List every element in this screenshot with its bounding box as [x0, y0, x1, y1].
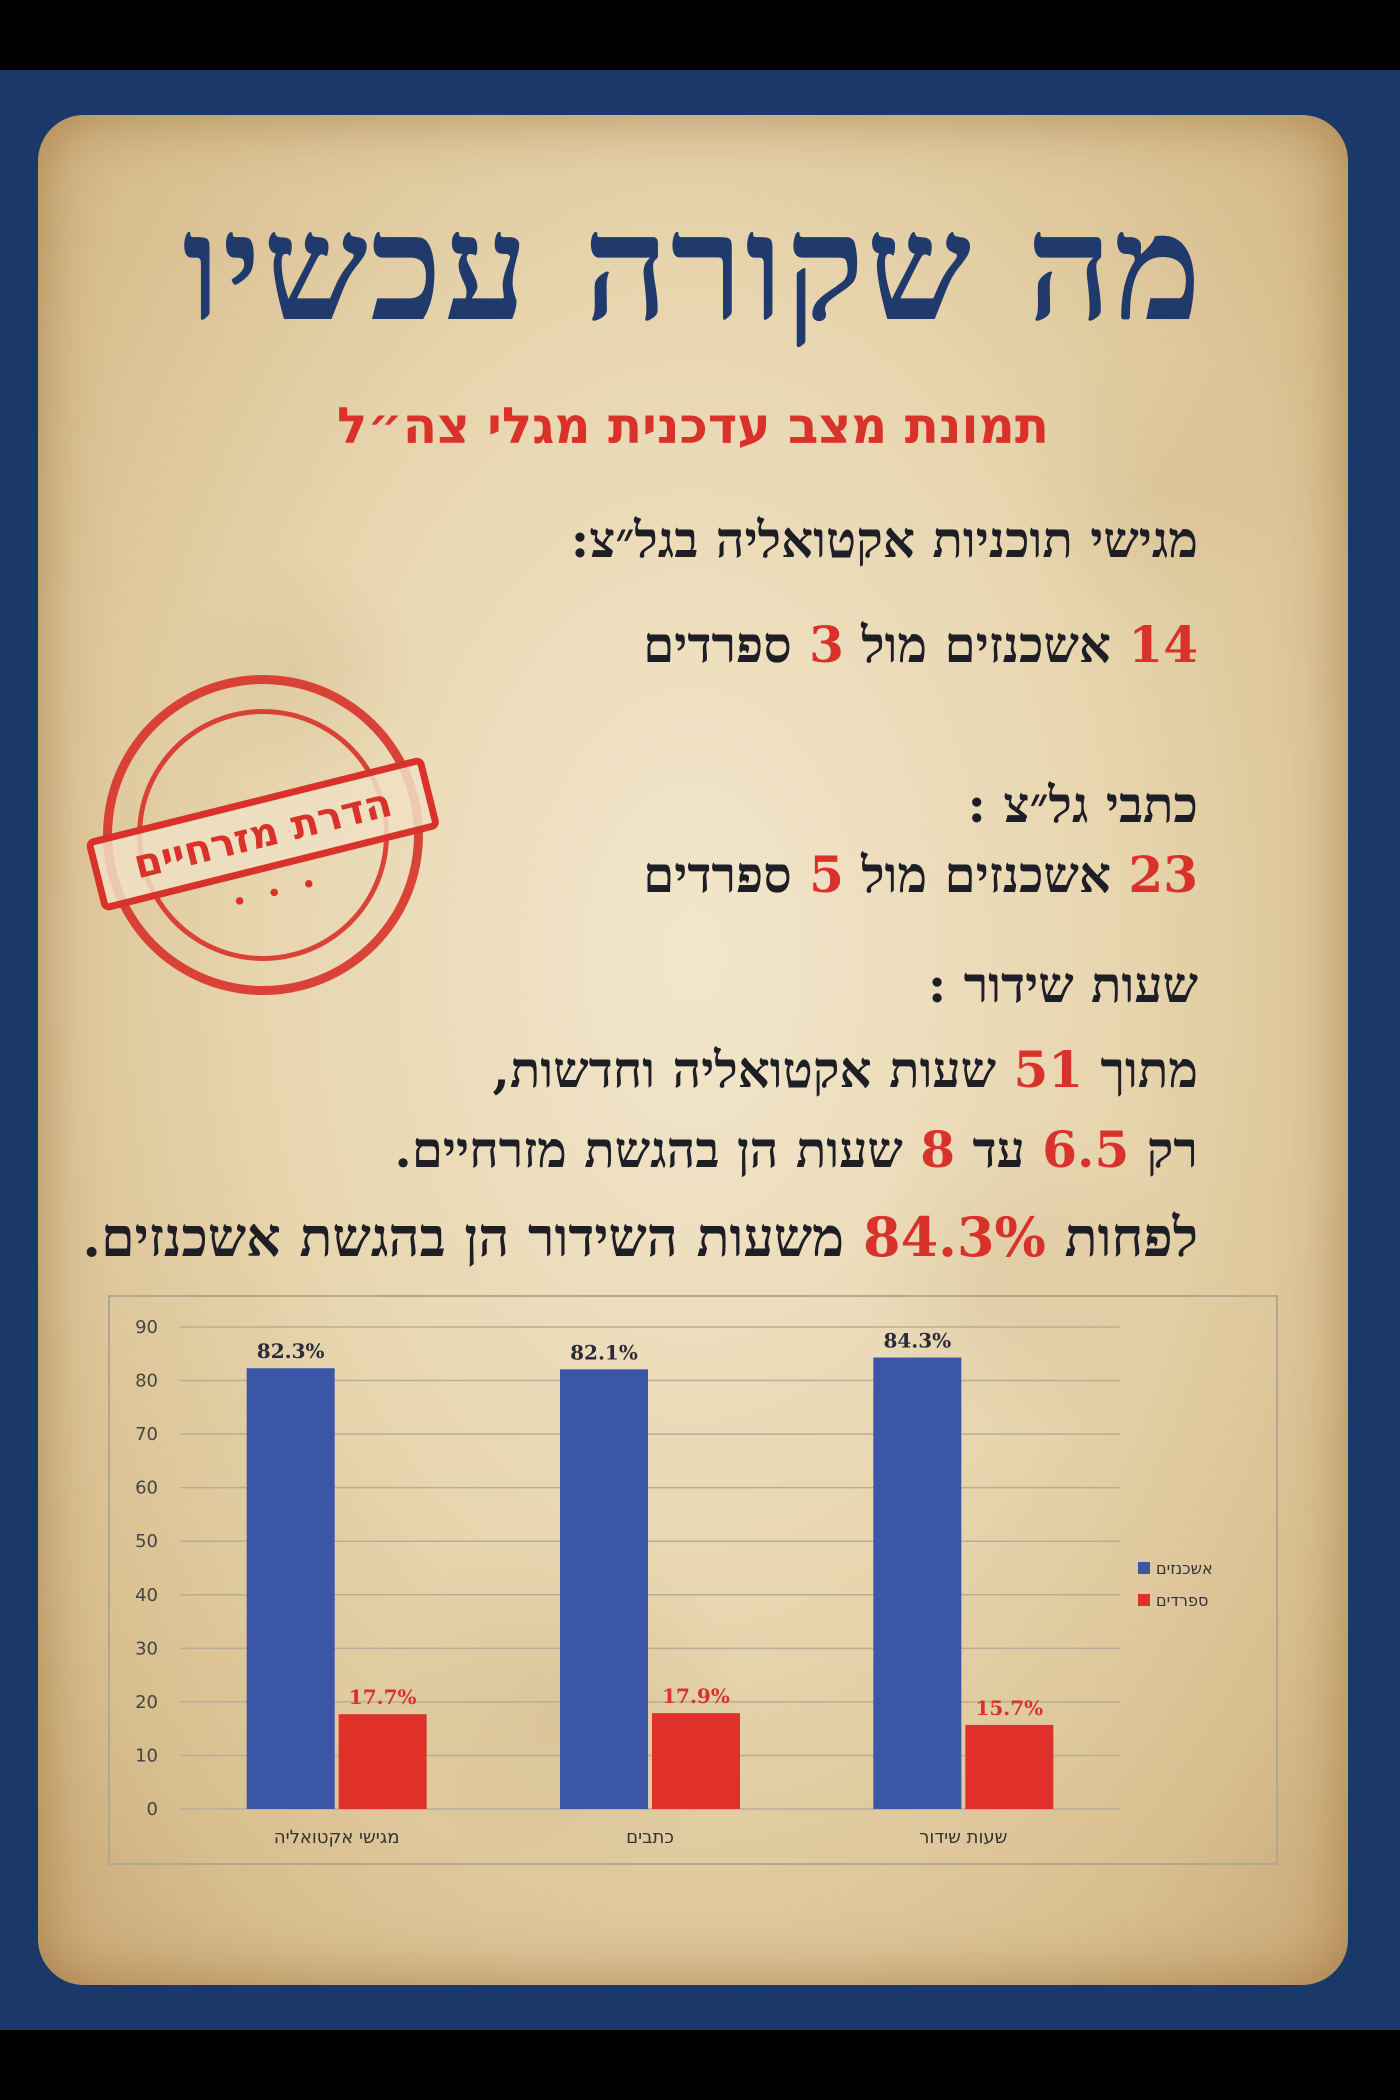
hours-l3-c: משעות השידור הן בהגשת אשכנזים. — [82, 1205, 845, 1269]
legend-swatch-sephardi — [1138, 1594, 1150, 1606]
writers-stat-mid: אשכנזים מול — [861, 845, 1111, 904]
bar-chart-svg: 0 10 20 30 40 50 60 70 80 90 82.3% 17.7% מגישי אקטוא… — [135, 1317, 1120, 1848]
rubber-stamp: הדרת מזרחיים • • • — [69, 641, 457, 1029]
hours-total: 51 — [1013, 1040, 1084, 1099]
x-tick-label: כתבים — [626, 1827, 674, 1848]
legend-item-sephardi: ספרדים — [1138, 1584, 1268, 1616]
legend-swatch-ashkenazi — [1138, 1562, 1150, 1574]
bar-chart: 0 10 20 30 40 50 60 70 80 90 82.3% 17.7% מגישי אקטוא… — [108, 1295, 1278, 1865]
chart-legend: אשכנזים ספרדים — [1138, 1552, 1268, 1616]
y-tick-label: 10 — [135, 1745, 158, 1766]
hours-l2-e: שעות הן בהגשת מזרחיים. — [394, 1120, 903, 1179]
hours-l1-c: שעות אקטואליה וחדשות, — [492, 1040, 997, 1099]
legend-item-ashkenazi: אשכנזים — [1138, 1552, 1268, 1584]
data-label: 17.7% — [349, 1685, 417, 1709]
bar-0-1 — [560, 1369, 648, 1809]
writers-sephardi-count: 5 — [809, 845, 844, 904]
data-label: 17.9% — [662, 1684, 730, 1708]
bar-0-2 — [873, 1357, 962, 1809]
writers-stat-end: ספרדים — [643, 845, 792, 904]
y-tick-label: 80 — [135, 1371, 158, 1392]
writers-stat: 23 אשכנזים מול 5 ספרדים — [643, 845, 1198, 904]
data-label: 15.7% — [975, 1696, 1043, 1720]
x-tick-label: שעות שידור — [919, 1827, 1007, 1848]
hours-heading: שעות שידור : — [927, 955, 1198, 1014]
poster-title: מה שקורה עכשיו — [182, 180, 1204, 354]
parchment-panel: מה שקורה עכשיו תמונת מצב עדכנית מגלי צה״… — [38, 115, 1348, 1985]
legend-label-sephardi: ספרדים — [1156, 1590, 1209, 1610]
writers-ashkenazi-count: 23 — [1128, 845, 1198, 904]
writers-heading: כתבי גל״צ : — [967, 775, 1199, 834]
hours-l2-a: רק — [1146, 1120, 1198, 1179]
legend-label-ashkenazi: אשכנזים — [1156, 1558, 1213, 1578]
y-tick-label: 90 — [135, 1317, 158, 1338]
hosts-stat-end: ספרדים — [643, 615, 792, 674]
y-tick-label: 30 — [135, 1638, 158, 1659]
poster-subtitle: תמונת מצב עדכנית מגלי צה״ל — [336, 397, 1050, 455]
hours-l2-c: עד — [972, 1120, 1025, 1179]
data-label: 82.1% — [570, 1340, 638, 1364]
bar-1-2 — [965, 1724, 1054, 1809]
bar-1-0 — [338, 1714, 427, 1809]
hours-percent: 84.3% — [863, 1205, 1046, 1269]
y-tick-label: 50 — [135, 1531, 158, 1552]
hours-line-3: לפחות 84.3% משעות השידור הן בהגשת אשכנזי… — [82, 1205, 1198, 1269]
hosts-heading: מגישי תוכניות אקטואליה בגל״צ: — [570, 510, 1198, 569]
data-label: 82.3% — [257, 1339, 325, 1363]
hours-max: 8 — [920, 1120, 956, 1179]
y-tick-label: 0 — [147, 1799, 158, 1820]
x-tick-label: מגישי אקטואליה — [274, 1827, 400, 1848]
poster-frame: מה שקורה עכשיו תמונת מצב עדכנית מגלי צה״… — [0, 70, 1400, 2030]
hosts-sephardi-count: 3 — [809, 615, 844, 674]
data-label: 84.3% — [883, 1329, 951, 1353]
bar-0-0 — [246, 1368, 335, 1809]
hours-line-2: רק 6.5 עד 8 שעות הן בהגשת מזרחיים. — [394, 1120, 1198, 1179]
hosts-stat-mid: אשכנזים מול — [861, 615, 1111, 674]
y-tick-label: 40 — [135, 1585, 158, 1606]
hours-line-1: מתוך 51 שעות אקטואליה וחדשות, — [493, 1040, 1198, 1099]
y-tick-label: 70 — [135, 1424, 158, 1445]
bar-1-1 — [652, 1713, 740, 1809]
y-tick-label: 60 — [135, 1478, 158, 1499]
y-tick-label: 20 — [135, 1692, 158, 1713]
hours-l3-a: לפחות — [1064, 1205, 1198, 1269]
hosts-stat: 14 אשכנזים מול 3 ספרדים — [643, 615, 1198, 674]
hosts-ashkenazi-count: 14 — [1128, 615, 1198, 674]
hours-l1-a: מתוך — [1100, 1040, 1199, 1099]
hours-min: 6.5 — [1042, 1120, 1130, 1179]
